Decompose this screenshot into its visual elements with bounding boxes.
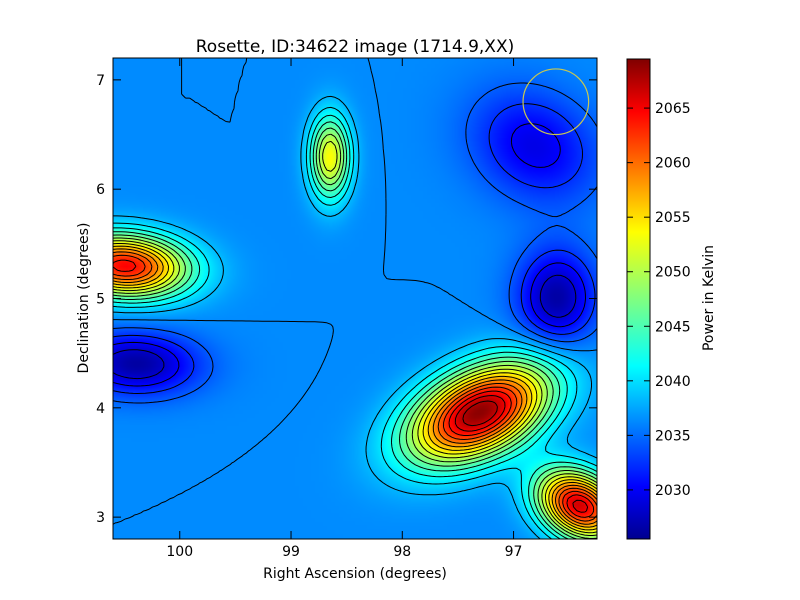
contour-level-2029 [113, 274, 577, 380]
y-tick-label: 3 [96, 510, 105, 526]
colorbar-tick-label: 2040 [655, 374, 691, 390]
colorbar-tick-label: 2050 [655, 265, 691, 281]
colorbar: 2030 2035 2040 2045 2050 2055 2060 2065 Power i… [626, 58, 717, 540]
contour-level-2051 [113, 140, 597, 536]
contour-level-2063 [113, 259, 595, 518]
y-axis-label: Declination (degrees) [76, 223, 92, 374]
contour-level-2037 [113, 58, 597, 525]
contour-level-2067 [462, 400, 498, 427]
x-tick-label: 98 [393, 544, 411, 560]
colorbar-label: Power in Kelvin [701, 245, 717, 351]
beam-circle [522, 68, 590, 136]
contour-level-2045 [113, 121, 597, 539]
y-tick-label: 6 [96, 182, 105, 198]
contour-level-2041 [113, 106, 597, 539]
contour-level-2031 [113, 123, 586, 387]
x-axis: 100 99 98 97 [166, 58, 522, 560]
x-axis-label: Right Ascension (degrees) [263, 566, 447, 582]
contour-level-2053 [113, 243, 597, 534]
contour-level-2035 [113, 82, 597, 404]
contour-level-2065 [454, 395, 589, 513]
contour-level-2061 [113, 254, 597, 522]
contour-level-2033 [113, 103, 596, 394]
x-tick-label: 97 [505, 544, 523, 560]
x-tick-label: 99 [282, 544, 300, 560]
colorbar-tick-label: 2045 [655, 319, 691, 335]
chart-title: Rosette, ID:34622 image (1714.9,XX) [196, 37, 514, 57]
colorbar-tick-label: 2055 [655, 210, 691, 226]
colorbar-tick-label: 2030 [655, 483, 691, 499]
y-tick-label: 7 [96, 73, 105, 89]
contour-level-2047 [113, 127, 597, 539]
x-tick-label: 100 [166, 544, 193, 560]
colorbar-gradient [626, 58, 651, 540]
colorbar-tick-label: 2035 [655, 428, 691, 444]
y-tick-label: 5 [96, 292, 105, 308]
contour-lines [113, 58, 597, 539]
y-axis: 3 4 5 6 7 [96, 73, 597, 526]
contour-level-2039 [113, 95, 597, 539]
contour-level-2057 [113, 248, 597, 528]
contour-level-2049 [113, 133, 597, 539]
plot-area [112, 57, 598, 540]
colorbar-tick-label: 2065 [655, 101, 691, 117]
colorbar-ticks: 2030 2035 2040 2045 2050 2055 2060 2065 [627, 101, 691, 499]
heatmap-image [113, 58, 597, 539]
contour-level-2059 [113, 251, 597, 525]
contour-level-2055 [113, 245, 597, 531]
y-tick-label: 4 [96, 401, 105, 417]
colorbar-tick-label: 2060 [655, 156, 691, 172]
contour-level-2043 [113, 114, 597, 539]
